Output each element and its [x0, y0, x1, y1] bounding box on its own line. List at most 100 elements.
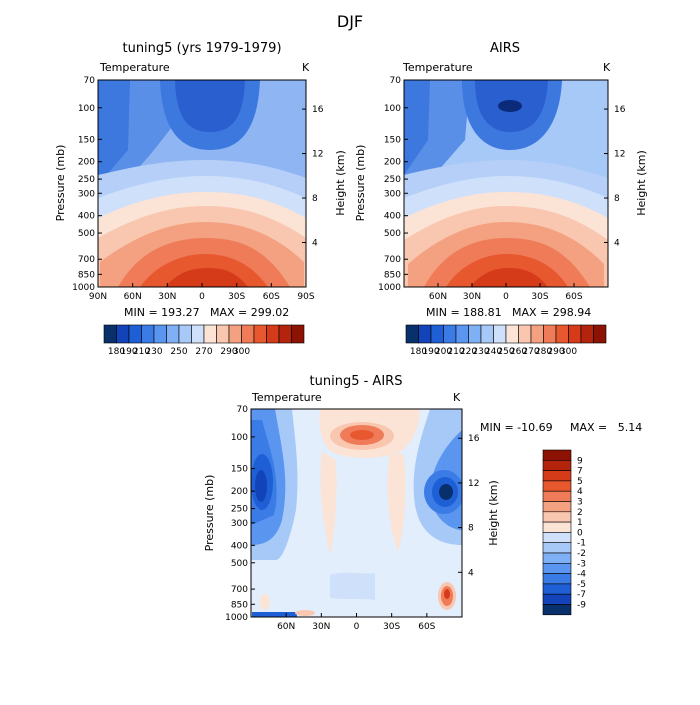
y-tick-label: 850	[231, 600, 248, 610]
colorbar-swatch	[141, 324, 155, 344]
y-tick-label: 250	[384, 175, 401, 185]
y-tick-label: 200	[231, 487, 248, 497]
axis-ticks: 70 100 150 200 250 300 400 500 700 850 1000 4 8 12 16 6…	[225, 405, 480, 632]
colorbar-swatch	[291, 324, 305, 344]
contour-field	[251, 409, 462, 617]
y2-tick-label: 4	[312, 239, 318, 249]
y2-tick-label: 12	[614, 150, 625, 160]
colorbar-label: 290	[547, 347, 564, 357]
colorbar-swatch	[443, 324, 457, 344]
colorbar-swatch	[542, 604, 572, 616]
x-tick-label: 30S	[531, 292, 548, 302]
units-label: K	[603, 61, 611, 74]
colorbar-label: 0	[577, 528, 583, 538]
colorbar-swatch	[203, 324, 217, 344]
x-tick-label: 30S	[383, 622, 400, 632]
colorbar-label: 270	[195, 347, 212, 357]
colorbar-swatch	[555, 324, 569, 344]
y2-tick-label: 12	[468, 479, 479, 489]
y2-axis-label: Height (km)	[487, 480, 500, 546]
colorbar-label: 210	[447, 347, 464, 357]
colorbar-swatch	[493, 324, 507, 344]
colorbar-label: 190	[120, 347, 137, 357]
colorbar-label: -4	[577, 570, 586, 580]
colorbar-swatch	[505, 324, 519, 344]
colorbar-swatch	[542, 573, 572, 585]
y-tick-label: 300	[231, 519, 248, 529]
colorbar-label: 270	[522, 347, 539, 357]
colorbar-label: 3	[577, 498, 583, 508]
min-label: MIN = 193.27	[124, 306, 200, 319]
colorbar-label: 250	[497, 347, 514, 357]
colorbar-label: 300	[560, 347, 577, 357]
contour-field	[98, 80, 306, 287]
variable-label: Temperature	[99, 61, 170, 74]
y-tick-label: 70	[237, 405, 249, 415]
x-tick-label: 30N	[158, 292, 176, 302]
colorbar-label: 7	[577, 467, 583, 477]
colorbar-label: 250	[170, 347, 187, 357]
colorbar-swatch	[103, 324, 117, 344]
y-tick-label: 70	[84, 76, 96, 86]
x-tick-label: 60S	[263, 292, 280, 302]
y-axis-label: Pressure (mb)	[354, 145, 367, 222]
y-tick-label: 150	[78, 135, 95, 145]
panel-model: tuning5 (yrs 1979-1979) Temperature K 70…	[54, 41, 347, 357]
y-tick-label: 1000	[72, 283, 95, 293]
y-tick-label: 500	[231, 559, 248, 569]
y-tick-label: 100	[231, 433, 248, 443]
y-tick-label: 850	[78, 270, 95, 280]
colorbar-swatch	[166, 324, 180, 344]
colorbar-swatch	[178, 324, 192, 344]
colorbar-swatch	[542, 480, 572, 492]
colorbar-label: 9	[577, 456, 583, 466]
units-label: K	[453, 391, 461, 404]
y-tick-label: 1000	[378, 283, 401, 293]
colorbar-swatch	[542, 542, 572, 554]
colorbar-swatch	[542, 470, 572, 482]
x-tick-label: 0	[354, 622, 360, 632]
colorbar-label: 200	[435, 347, 452, 357]
colorbar-label: -1	[577, 539, 586, 549]
colorbar-label: -7	[577, 590, 586, 600]
colorbar-label: 300	[233, 347, 250, 357]
y2-tick-label: 4	[468, 568, 474, 578]
panel-title: tuning5 (yrs 1979-1979)	[122, 41, 281, 56]
y-tick-label: 1000	[225, 613, 248, 623]
colorbar-label: 180	[410, 347, 427, 357]
colorbar-swatch	[480, 324, 494, 344]
colorbar-label: 210	[133, 347, 150, 357]
x-tick-label: 90N	[89, 292, 107, 302]
colorbar-label: -5	[577, 580, 586, 590]
x-tick-label: 60N	[277, 622, 295, 632]
panel-airs: AIRS Temperature K 70 100 150 200 250 300 400 5…	[354, 41, 648, 357]
colorbar-swatch	[530, 324, 544, 344]
colorbar-swatch	[153, 324, 167, 344]
y-tick-label: 200	[384, 158, 401, 168]
colorbar-label: 230	[472, 347, 489, 357]
y2-axis-label: Height (km)	[334, 150, 347, 216]
x-tick-label: 60N	[429, 292, 447, 302]
max-label: MAX = 5.14	[570, 421, 642, 434]
colorbar-swatch	[241, 324, 255, 344]
axis-ticks: 70 100 150 200 250 300 400 500 700 850 1000 4 8 12 16 6…	[378, 76, 626, 302]
colorbar-swatch	[542, 449, 572, 461]
colorbar-label: 1	[577, 518, 583, 528]
colorbar-label: 180	[108, 347, 125, 357]
y2-tick-label: 16	[468, 434, 480, 444]
y-tick-label: 150	[231, 465, 248, 475]
y2-tick-label: 16	[614, 105, 626, 115]
colorbar-label: 260	[510, 347, 527, 357]
colorbar-label: 240	[485, 347, 502, 357]
y-tick-label: 850	[384, 270, 401, 280]
y-tick-label: 700	[231, 585, 248, 595]
y-tick-label: 500	[384, 229, 401, 239]
colorbar-swatch	[542, 552, 572, 564]
colorbar-swatch	[542, 490, 572, 502]
colorbar-swatch	[580, 324, 594, 344]
colorbar-swatch	[542, 459, 572, 471]
page-title: DJF	[337, 12, 363, 31]
y2-tick-label: 8	[614, 194, 620, 204]
y-tick-label: 700	[78, 255, 95, 265]
